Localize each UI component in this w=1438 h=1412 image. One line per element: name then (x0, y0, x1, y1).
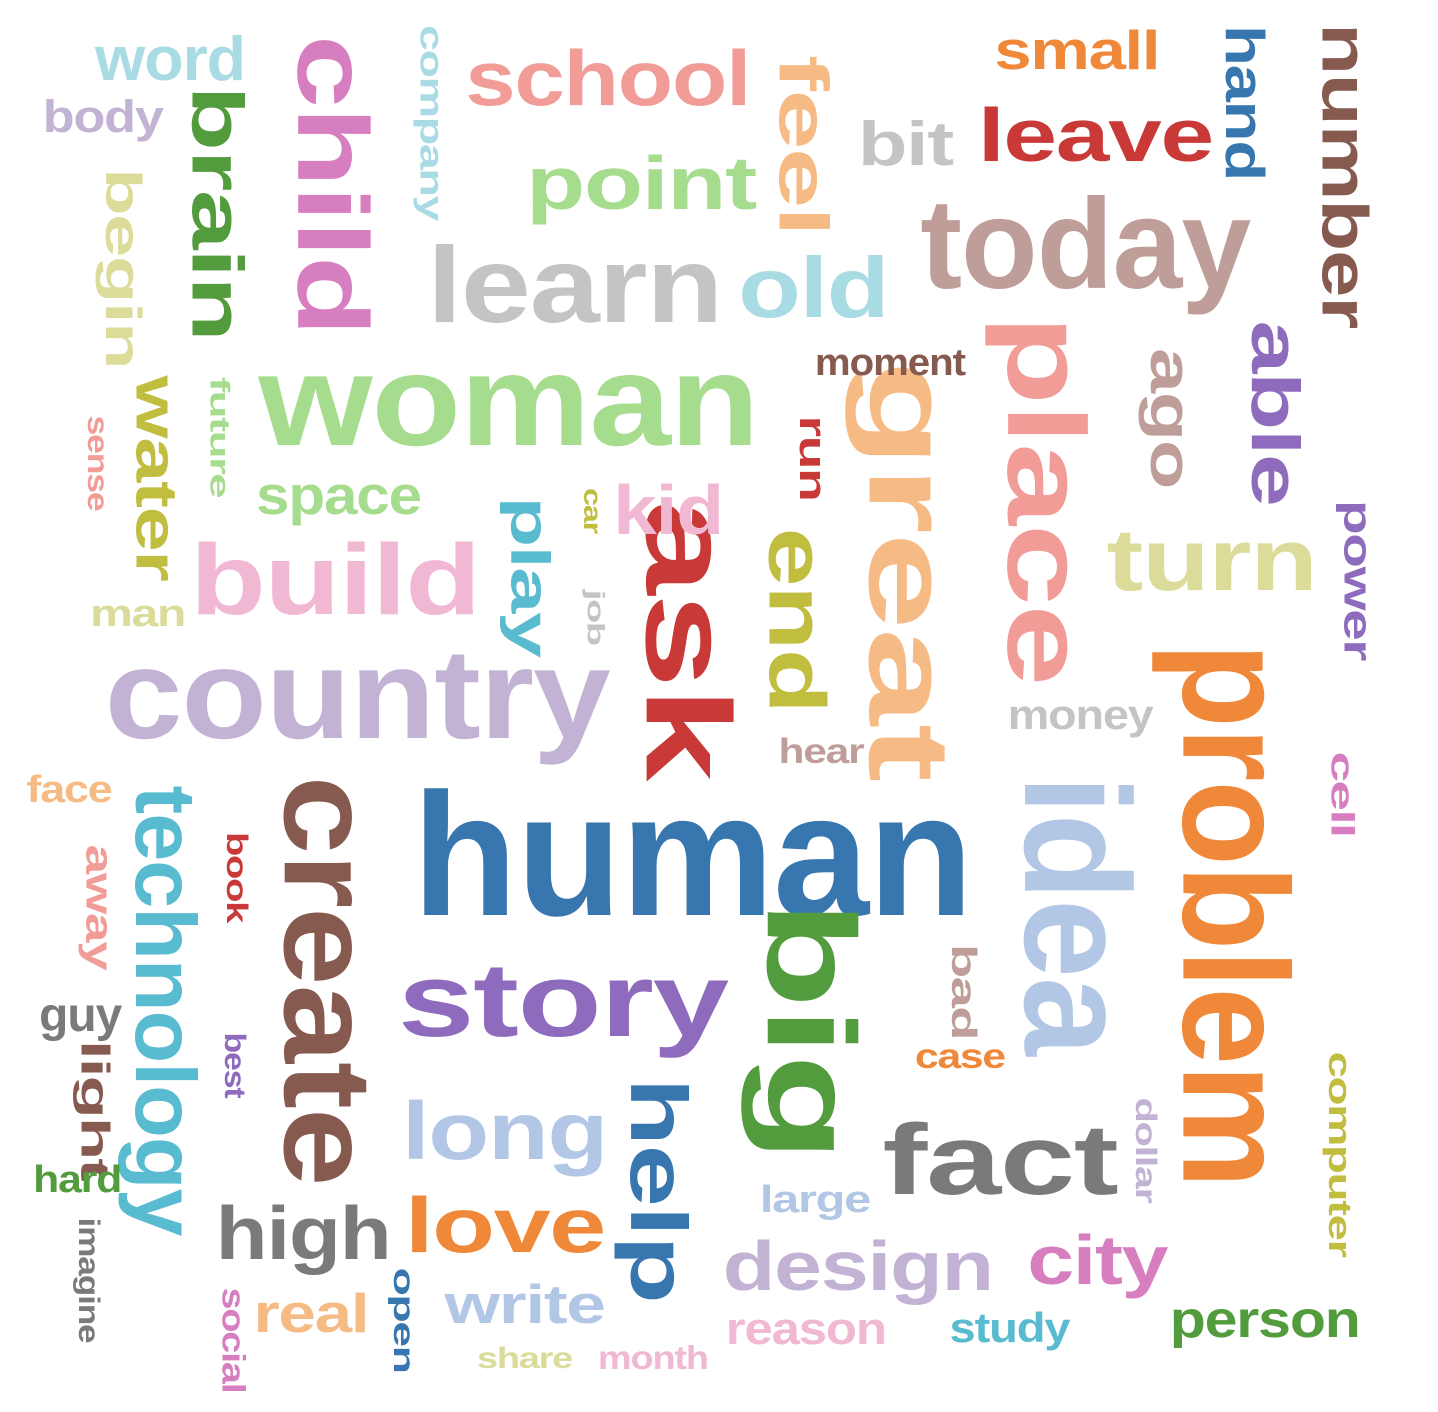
word-country: country (104, 623, 611, 766)
word-run: run (791, 415, 833, 501)
word-large: large (759, 1179, 871, 1221)
word-social: social (215, 1287, 251, 1393)
word-computer: computer (1321, 1051, 1358, 1257)
word-end: end (752, 527, 842, 713)
word-open: open (386, 1267, 420, 1373)
word-build: build (190, 524, 481, 636)
word-today: today (920, 173, 1251, 316)
word-ago: ago (1138, 348, 1203, 488)
word-moment: moment (814, 342, 966, 384)
word-month: month (598, 1338, 709, 1376)
word-play: play (499, 495, 562, 657)
word-fact: fact (882, 1104, 1118, 1216)
word-place: place (983, 315, 1107, 685)
word-brain: brain (177, 85, 257, 341)
word-great: great (844, 359, 973, 781)
word-learn: learn (427, 224, 724, 345)
word-case: case (915, 1036, 1006, 1076)
word-design: design (722, 1227, 994, 1305)
word-word: word (94, 25, 246, 94)
word-high: high (215, 1190, 392, 1275)
word-study: study (950, 1304, 1071, 1351)
word-cell: cell (1325, 751, 1361, 837)
word-number: number (1308, 22, 1382, 328)
word-school: school (465, 34, 752, 122)
word-turn: turn (1107, 510, 1318, 609)
word-person: person (1170, 1291, 1361, 1349)
word-begin: begin (94, 167, 151, 369)
word-company: company (413, 24, 451, 220)
word-able: able (1236, 320, 1313, 506)
word-woman: woman (258, 327, 759, 473)
word-dollar: dollar (1129, 1097, 1162, 1203)
word-imagine: imagine (72, 1217, 105, 1343)
word-help: help (613, 1077, 703, 1303)
word-job: job (581, 589, 608, 645)
word-away: away (77, 844, 119, 970)
word-space: space (255, 463, 421, 526)
word-book: book (219, 831, 253, 923)
word-body: body (43, 90, 164, 142)
word-long: long (402, 1086, 608, 1177)
word-technology: technology (117, 784, 213, 1236)
word-hard: hard (32, 1159, 122, 1201)
word-create: create (257, 775, 397, 1185)
word-hand: hand (1214, 24, 1277, 180)
word-share: share (477, 1342, 573, 1375)
word-idea: idea (993, 775, 1161, 1055)
word-feel: feel (764, 55, 842, 235)
word-hear: hear (778, 731, 865, 771)
word-old: old (738, 240, 889, 336)
word-leave: leave (977, 92, 1214, 177)
word-water: water (122, 375, 188, 581)
word-power: power (1334, 500, 1379, 660)
word-story: story (397, 941, 729, 1059)
word-future: future (204, 377, 236, 497)
word-face: face (26, 769, 112, 811)
word-write: write (444, 1272, 606, 1335)
word-city: city (1027, 1221, 1168, 1299)
word-man: man (90, 593, 187, 635)
word-real: real (253, 1281, 370, 1344)
word-human: human (411, 757, 973, 953)
word-child: child (275, 34, 388, 336)
word-guy: guy (38, 989, 122, 1042)
word-bad: bad (944, 943, 984, 1039)
word-small: small (994, 18, 1161, 81)
word-sense: sense (80, 415, 114, 511)
word-car: car (577, 487, 606, 533)
word-problem: problem (1150, 642, 1319, 1188)
word-money: money (1007, 691, 1154, 738)
word-big: big (740, 899, 880, 1161)
word-point: point (526, 140, 757, 225)
word-kid: kid (612, 471, 724, 549)
word-best: best (218, 1032, 251, 1098)
word-bit: bit (857, 110, 953, 179)
word-love: love (405, 1181, 606, 1269)
word-reason: reason (726, 1302, 887, 1354)
